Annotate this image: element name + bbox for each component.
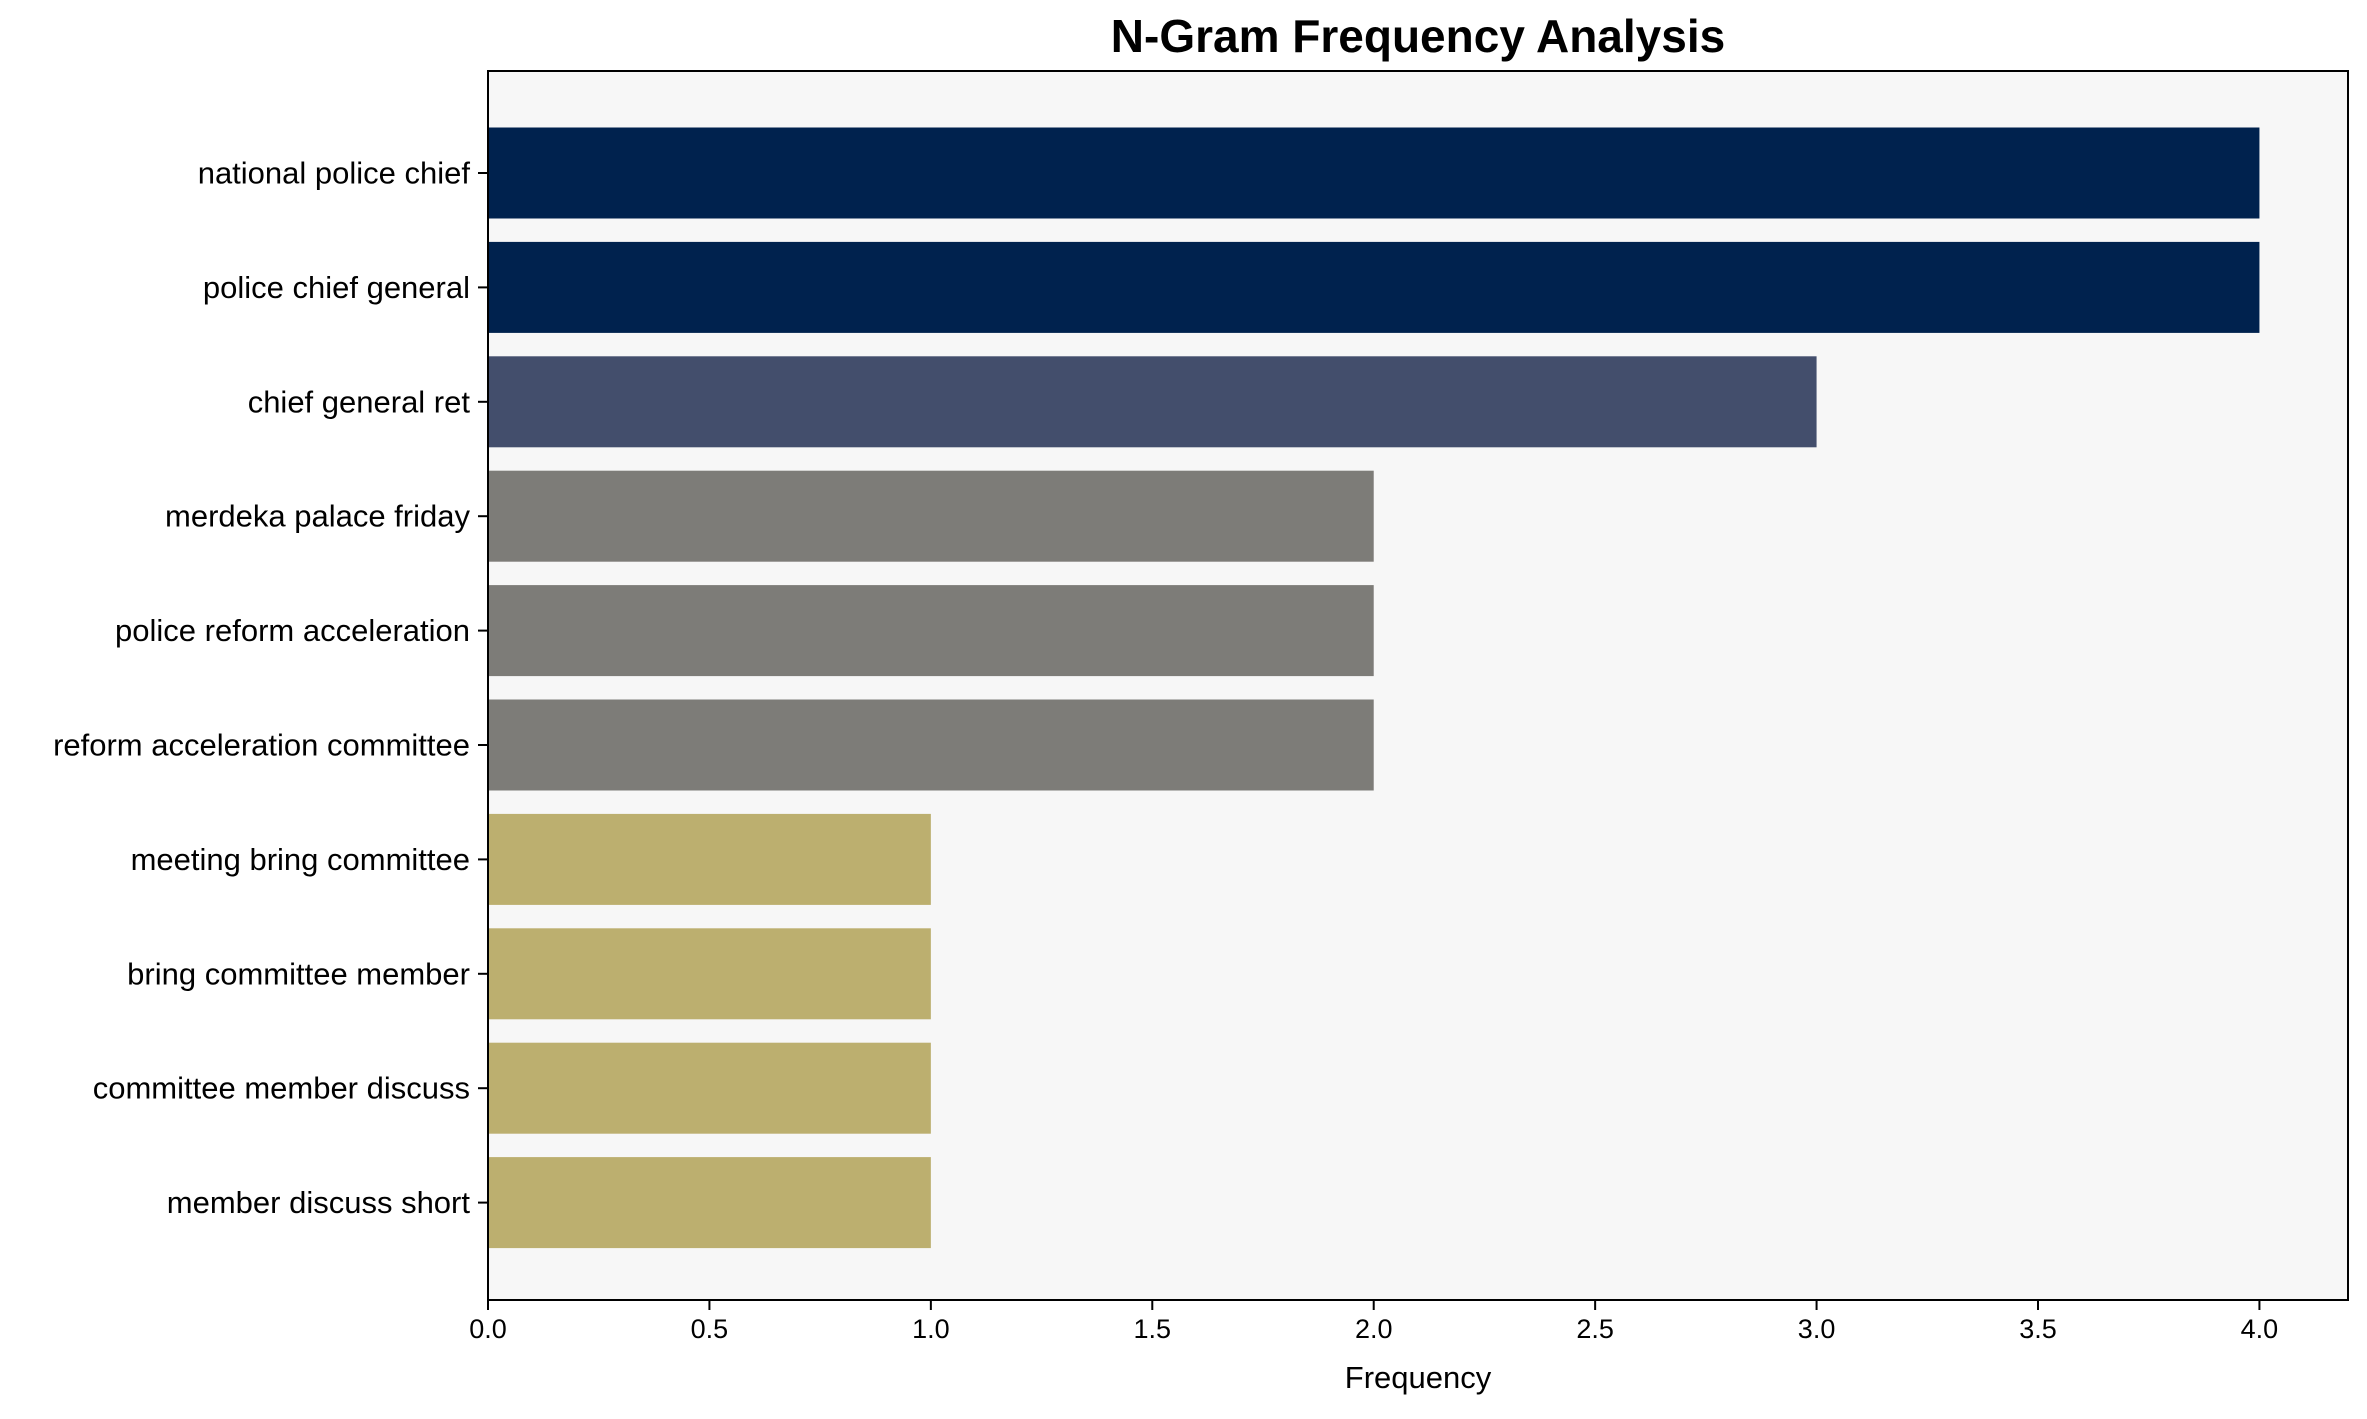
x-tick-label: 1.0 <box>912 1314 950 1344</box>
x-tick-label: 2.0 <box>1355 1314 1393 1344</box>
x-tick-label: 3.5 <box>2019 1314 2057 1344</box>
y-axis: national police chief police chief genera… <box>53 156 488 1220</box>
y-tick-label: police chief general <box>203 270 470 305</box>
y-tick-label: committee member discuss <box>93 1071 470 1106</box>
y-tick-label: national police chief <box>198 156 471 191</box>
x-tick-label: 4.0 <box>2241 1314 2279 1344</box>
x-tick-label: 2.5 <box>1576 1314 1614 1344</box>
y-tick-label: meeting bring committee <box>131 842 470 877</box>
bar <box>488 241 2260 333</box>
x-tick-label: 3.0 <box>1798 1314 1836 1344</box>
y-tick-label: reform acceleration committee <box>53 728 470 763</box>
y-tick-label: bring committee member <box>127 956 470 991</box>
x-tick-label: 0.5 <box>691 1314 729 1344</box>
bar <box>488 699 1374 791</box>
bar <box>488 127 2260 219</box>
bar <box>488 1157 931 1249</box>
bar <box>488 1042 931 1134</box>
x-tick-label: 1.5 <box>1134 1314 1172 1344</box>
x-axis: 0.0 0.5 1.0 1.5 2.0 2.5 3.0 3.5 4.0 <box>469 1300 2278 1344</box>
bar <box>488 585 1374 677</box>
bar <box>488 813 931 905</box>
bar <box>488 928 931 1020</box>
y-tick-label: chief general ret <box>248 384 471 419</box>
y-tick-label: merdeka palace friday <box>165 499 470 534</box>
y-tick-label: police reform acceleration <box>115 613 470 648</box>
x-axis-label: Frequency <box>1345 1360 1492 1395</box>
bar <box>488 356 1817 448</box>
bar <box>488 470 1374 562</box>
bars-layer <box>488 127 2260 1249</box>
y-tick-label: member discuss short <box>167 1185 471 1220</box>
chart-title: N-Gram Frequency Analysis <box>1111 10 1725 62</box>
x-tick-label: 0.0 <box>469 1314 507 1344</box>
plot-frame <box>487 70 2349 1301</box>
